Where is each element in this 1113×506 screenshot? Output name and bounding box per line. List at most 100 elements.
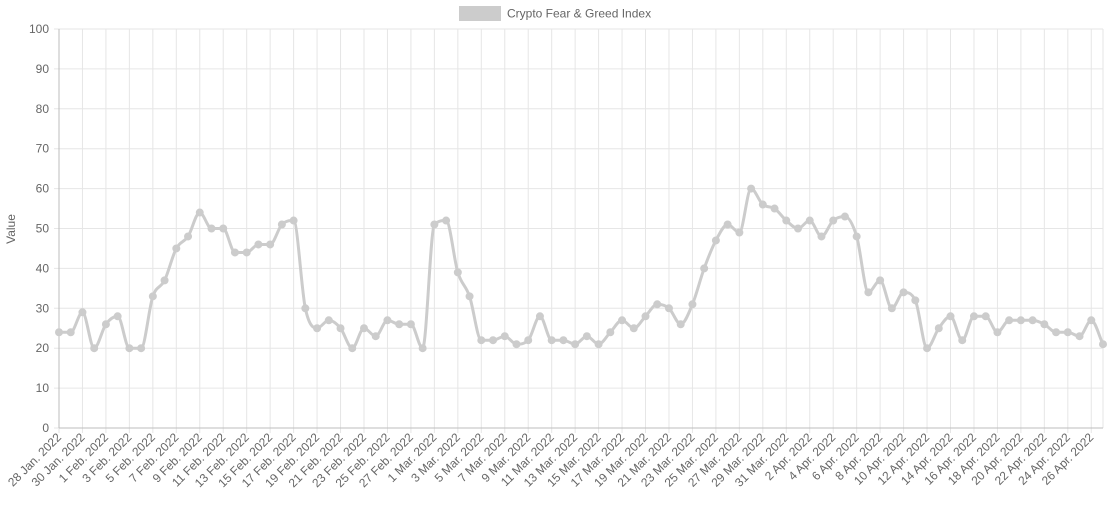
y-axis-title: Value	[4, 214, 18, 244]
legend-swatch[interactable]	[459, 6, 501, 21]
data-point[interactable]	[78, 308, 87, 317]
data-point[interactable]	[711, 236, 720, 245]
data-point[interactable]	[594, 340, 603, 349]
data-point[interactable]	[770, 204, 779, 213]
data-point[interactable]	[911, 296, 920, 305]
legend-label[interactable]: Crypto Fear & Greed Index	[507, 7, 651, 21]
data-point[interactable]	[1075, 332, 1084, 341]
data-point[interactable]	[782, 216, 791, 225]
data-point[interactable]	[489, 336, 498, 345]
data-point[interactable]	[606, 328, 615, 337]
data-point[interactable]	[547, 336, 556, 345]
data-point[interactable]	[148, 292, 157, 301]
data-point[interactable]	[1005, 316, 1014, 325]
data-point[interactable]	[313, 324, 322, 333]
data-point[interactable]	[758, 200, 767, 209]
data-point[interactable]	[465, 292, 474, 301]
data-point[interactable]	[747, 184, 756, 193]
data-point[interactable]	[266, 240, 275, 249]
data-point[interactable]	[125, 344, 134, 353]
data-point[interactable]	[934, 324, 943, 333]
data-point[interactable]	[829, 216, 838, 225]
data-point[interactable]	[207, 224, 216, 233]
data-point[interactable]	[418, 344, 427, 353]
data-point[interactable]	[453, 268, 462, 277]
data-point[interactable]	[535, 312, 544, 321]
data-point[interactable]	[582, 332, 591, 341]
data-point[interactable]	[289, 216, 298, 225]
y-tick-label: 100	[29, 22, 49, 36]
data-point[interactable]	[371, 332, 380, 341]
data-point[interactable]	[981, 312, 990, 321]
data-point[interactable]	[277, 220, 286, 229]
data-point[interactable]	[230, 248, 239, 257]
data-point[interactable]	[137, 344, 146, 353]
data-point[interactable]	[477, 336, 486, 345]
data-point[interactable]	[899, 288, 908, 297]
data-point[interactable]	[1028, 316, 1037, 325]
data-point[interactable]	[512, 340, 521, 349]
data-point[interactable]	[383, 316, 392, 325]
data-point[interactable]	[500, 332, 509, 341]
data-point[interactable]	[735, 228, 744, 237]
data-point[interactable]	[160, 276, 169, 285]
data-point[interactable]	[219, 224, 228, 233]
data-point[interactable]	[430, 220, 439, 229]
data-point[interactable]	[993, 328, 1002, 337]
data-point[interactable]	[406, 320, 415, 329]
data-point[interactable]	[113, 312, 122, 321]
data-point[interactable]	[618, 316, 627, 325]
data-point[interactable]	[923, 344, 932, 353]
data-point[interactable]	[172, 244, 181, 253]
data-point[interactable]	[653, 300, 662, 309]
data-point[interactable]	[1063, 328, 1072, 337]
legend[interactable]: Crypto Fear & Greed Index	[459, 6, 651, 21]
data-point[interactable]	[1016, 316, 1025, 325]
y-tick-labels: 0 10 20 30 40 50 60 70 80 90 100	[29, 22, 49, 435]
data-point[interactable]	[958, 336, 967, 345]
data-point[interactable]	[969, 312, 978, 321]
data-point[interactable]	[442, 216, 451, 225]
data-point[interactable]	[876, 276, 885, 285]
data-point[interactable]	[852, 232, 861, 241]
y-tick-label: 40	[36, 261, 50, 275]
data-point[interactable]	[641, 312, 650, 321]
data-point[interactable]	[688, 300, 697, 309]
data-point[interactable]	[301, 304, 310, 313]
data-point[interactable]	[348, 344, 357, 353]
data-point[interactable]	[817, 232, 826, 241]
data-point[interactable]	[324, 316, 333, 325]
data-point[interactable]	[700, 264, 709, 273]
data-point[interactable]	[664, 304, 673, 313]
data-point[interactable]	[336, 324, 345, 333]
data-point[interactable]	[794, 224, 803, 233]
y-tick-label: 20	[36, 341, 50, 355]
data-point[interactable]	[723, 220, 732, 229]
data-point[interactable]	[805, 216, 814, 225]
data-point[interactable]	[66, 328, 75, 337]
data-point[interactable]	[524, 336, 533, 345]
data-point[interactable]	[1040, 320, 1049, 329]
data-point[interactable]	[55, 328, 63, 337]
data-point[interactable]	[1099, 340, 1107, 349]
data-point[interactable]	[864, 288, 873, 297]
data-point[interactable]	[559, 336, 568, 345]
data-point[interactable]	[571, 340, 580, 349]
data-point[interactable]	[946, 312, 955, 321]
data-point[interactable]	[1087, 316, 1096, 325]
data-point[interactable]	[184, 232, 193, 241]
data-point[interactable]	[887, 304, 896, 313]
data-point[interactable]	[1052, 328, 1061, 337]
data-point[interactable]	[676, 320, 685, 329]
data-point[interactable]	[629, 324, 638, 333]
data-point[interactable]	[395, 320, 404, 329]
data-point[interactable]	[101, 320, 110, 329]
data-point[interactable]	[195, 208, 204, 217]
data-point[interactable]	[90, 344, 99, 353]
data-point[interactable]	[254, 240, 263, 249]
data-point[interactable]	[359, 324, 368, 333]
data-point[interactable]	[840, 212, 849, 221]
data-point[interactable]	[242, 248, 251, 257]
